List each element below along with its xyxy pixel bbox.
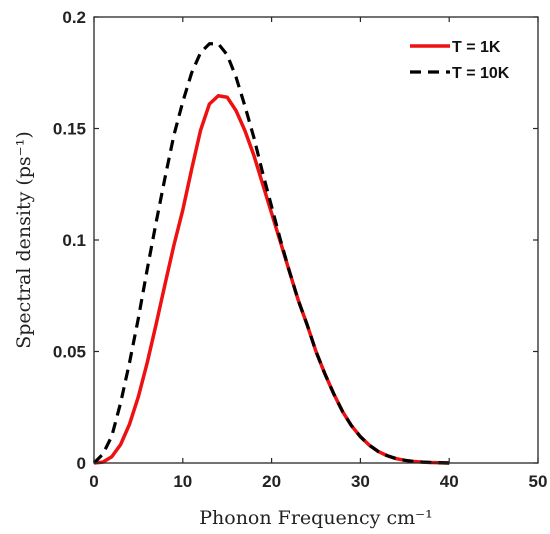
- y-tick-label: 0.15: [53, 120, 86, 139]
- y-tick-label: 0.05: [53, 343, 86, 362]
- x-tick-label: 40: [440, 472, 459, 491]
- series-line-2: [92, 42, 450, 465]
- legend-label-1: T = 1K: [452, 39, 501, 56]
- series-line-1: [93, 93, 450, 465]
- x-axis-title: Phonon Frequency cm⁻¹: [199, 507, 433, 529]
- x-tick-label: 0: [89, 472, 98, 491]
- plot-layer: [92, 42, 450, 465]
- axis-layer: 0 10 20 30 40 50 0 0.05 0.1 0.15 0.2 Phonon Frequen…: [13, 8, 547, 529]
- legend-label-2: T = 10K: [452, 65, 510, 82]
- x-tick-label: 20: [262, 472, 281, 491]
- x-tick-label: 50: [529, 472, 548, 491]
- x-tick-label: 30: [351, 472, 370, 491]
- y-axis-title: Spectral density (ps⁻¹): [13, 131, 35, 349]
- x-tick-label: 10: [173, 472, 192, 491]
- legend: T = 1K T = 10K: [410, 39, 510, 82]
- y-tick-label: 0.1: [62, 231, 86, 250]
- y-tick-label: 0: [77, 454, 86, 473]
- axes-box: [93, 16, 539, 464]
- y-tick-label: 0.2: [62, 8, 86, 27]
